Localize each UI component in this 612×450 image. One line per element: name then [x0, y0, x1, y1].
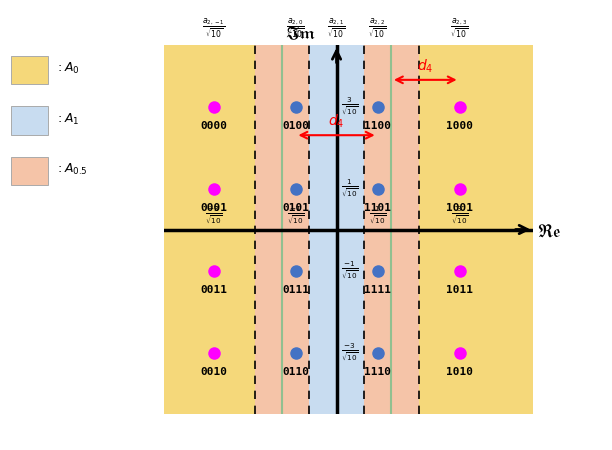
Text: $: A_1$: $: A_1$ — [55, 112, 80, 126]
Text: $d_4$: $d_4$ — [329, 113, 345, 130]
Text: $\frac{a_{2,2}}{\sqrt{10}}$: $\frac{a_{2,2}}{\sqrt{10}}$ — [368, 17, 387, 41]
Text: 0001: 0001 — [200, 203, 227, 213]
Text: $: A_{0.5}$: $: A_{0.5}$ — [55, 162, 88, 177]
Bar — [419, 45, 533, 414]
Text: 1000: 1000 — [446, 121, 473, 131]
Text: 1101: 1101 — [364, 203, 391, 213]
Text: 1111: 1111 — [364, 285, 391, 295]
Text: $\frac{a_{2,0}}{\sqrt{10}}$: $\frac{a_{2,0}}{\sqrt{10}}$ — [286, 17, 305, 41]
Text: $\frac{3}{\sqrt{10}}$: $\frac{3}{\sqrt{10}}$ — [341, 95, 358, 117]
Text: $\frac{a_{2,-1}}{\sqrt{10}}$: $\frac{a_{2,-1}}{\sqrt{10}}$ — [202, 17, 225, 41]
Text: 1011: 1011 — [446, 285, 473, 295]
Bar — [364, 45, 419, 414]
Text: 1110: 1110 — [364, 367, 391, 377]
Text: 0101: 0101 — [282, 203, 309, 213]
Text: 0010: 0010 — [200, 367, 227, 377]
Text: $\frac{a_{2,1}}{\sqrt{10}}$: $\frac{a_{2,1}}{\sqrt{10}}$ — [327, 17, 346, 41]
Text: 0111: 0111 — [282, 285, 309, 295]
FancyBboxPatch shape — [11, 56, 48, 85]
Bar — [255, 45, 309, 414]
Text: $\frac{1}{\sqrt{10}}$: $\frac{1}{\sqrt{10}}$ — [341, 177, 358, 199]
Text: $d_4$: $d_4$ — [417, 58, 433, 75]
Text: 0110: 0110 — [282, 367, 309, 377]
Text: $\mathfrak{Re}$: $\mathfrak{Re}$ — [537, 223, 562, 241]
FancyBboxPatch shape — [11, 106, 48, 135]
Bar — [165, 45, 255, 414]
Text: $\frac{a_{2,3}}{\sqrt{10}}$: $\frac{a_{2,3}}{\sqrt{10}}$ — [450, 17, 469, 41]
Text: 1100: 1100 — [364, 121, 391, 131]
Text: 0100: 0100 — [282, 121, 309, 131]
Text: $\mathfrak{Im}$: $\mathfrak{Im}$ — [285, 25, 316, 43]
Text: 0000: 0000 — [200, 121, 227, 131]
FancyBboxPatch shape — [11, 157, 48, 185]
Text: $\frac{1}{\sqrt{10}}$: $\frac{1}{\sqrt{10}}$ — [369, 205, 386, 227]
Text: 1001: 1001 — [446, 203, 473, 213]
Text: $\frac{-3}{\sqrt{10}}$: $\frac{-3}{\sqrt{10}}$ — [341, 342, 358, 364]
Text: $\frac{-1}{\sqrt{10}}$: $\frac{-1}{\sqrt{10}}$ — [341, 260, 358, 282]
Text: 0011: 0011 — [200, 285, 227, 295]
Text: $\frac{3}{\sqrt{10}}$: $\frac{3}{\sqrt{10}}$ — [451, 205, 468, 227]
Text: $\frac{-1}{\sqrt{10}}$: $\frac{-1}{\sqrt{10}}$ — [287, 205, 304, 227]
Text: $\frac{-3}{\sqrt{10}}$: $\frac{-3}{\sqrt{10}}$ — [205, 205, 222, 227]
Text: $: A_0$: $: A_0$ — [55, 61, 80, 76]
Text: 1010: 1010 — [446, 367, 473, 377]
Bar — [309, 45, 364, 414]
